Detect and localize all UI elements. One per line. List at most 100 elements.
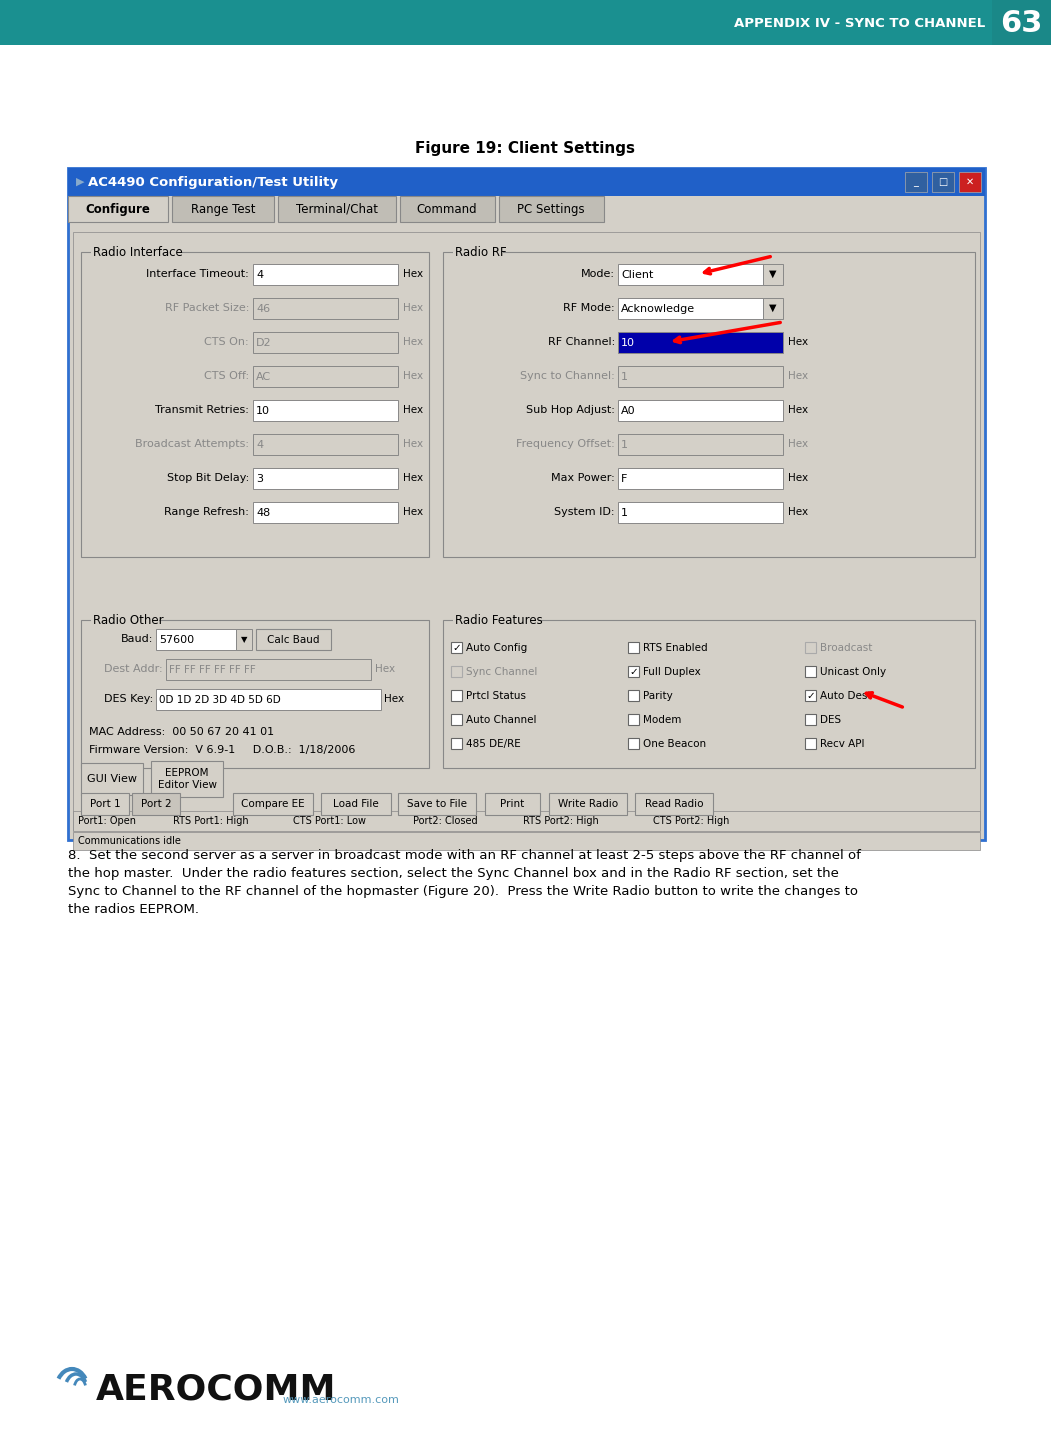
Bar bbox=[253, 434, 398, 456]
Text: 3: 3 bbox=[256, 473, 263, 483]
Text: Hex: Hex bbox=[403, 473, 424, 483]
Bar bbox=[453, 246, 503, 258]
Text: Hex: Hex bbox=[403, 507, 424, 517]
Bar bbox=[73, 232, 980, 830]
Text: Frequency Offset:: Frequency Offset: bbox=[516, 438, 615, 449]
Text: Port 1: Port 1 bbox=[89, 800, 120, 810]
Text: Mode:: Mode: bbox=[581, 269, 615, 279]
Text: www.aerocomm.com: www.aerocomm.com bbox=[283, 1394, 399, 1404]
Text: A0: A0 bbox=[621, 406, 636, 416]
Bar bbox=[68, 168, 985, 840]
Text: EEPROM
Editor View: EEPROM Editor View bbox=[158, 768, 217, 790]
Text: DES: DES bbox=[820, 715, 841, 725]
Bar bbox=[992, 0, 1051, 44]
Bar bbox=[253, 298, 398, 320]
Text: Broadcast: Broadcast bbox=[820, 642, 872, 652]
Bar bbox=[485, 792, 540, 815]
Text: RF Mode:: RF Mode: bbox=[563, 302, 615, 312]
Bar bbox=[628, 691, 639, 701]
Text: ✓: ✓ bbox=[630, 666, 638, 676]
Text: AEROCOMM: AEROCOMM bbox=[96, 1373, 336, 1407]
Bar bbox=[805, 714, 816, 725]
Text: ✕: ✕ bbox=[966, 178, 974, 186]
Bar bbox=[763, 298, 783, 320]
Bar bbox=[321, 792, 391, 815]
Text: DES Key:: DES Key: bbox=[104, 694, 153, 704]
Text: 0D 1D 2D 3D 4D 5D 6D: 0D 1D 2D 3D 4D 5D 6D bbox=[159, 695, 281, 705]
Bar bbox=[68, 196, 168, 222]
Text: Load File: Load File bbox=[333, 800, 378, 810]
Bar bbox=[68, 168, 985, 196]
Text: Dest Addr:: Dest Addr: bbox=[104, 663, 163, 674]
Bar bbox=[253, 332, 398, 353]
Bar bbox=[81, 620, 429, 768]
Text: Hex: Hex bbox=[788, 438, 808, 449]
Bar bbox=[0, 0, 1051, 44]
Bar bbox=[81, 252, 429, 557]
Bar bbox=[451, 666, 462, 676]
Text: MAC Address:  00 50 67 20 41 01: MAC Address: 00 50 67 20 41 01 bbox=[89, 727, 274, 737]
Text: Range Test: Range Test bbox=[190, 202, 255, 215]
Text: Hex: Hex bbox=[788, 473, 808, 483]
Bar bbox=[444, 252, 975, 557]
Text: Hex: Hex bbox=[384, 694, 405, 704]
Text: Hex: Hex bbox=[403, 406, 424, 416]
Bar bbox=[451, 738, 462, 749]
Bar bbox=[398, 792, 476, 815]
Text: Hex: Hex bbox=[403, 337, 424, 347]
Text: D2: D2 bbox=[256, 338, 271, 347]
Text: Read Radio: Read Radio bbox=[644, 800, 703, 810]
Text: Sub Hop Adjust:: Sub Hop Adjust: bbox=[527, 406, 615, 416]
Bar bbox=[763, 264, 783, 285]
Text: Hex: Hex bbox=[788, 337, 808, 347]
Text: Range Refresh:: Range Refresh: bbox=[164, 507, 249, 517]
Text: Full Duplex: Full Duplex bbox=[643, 666, 701, 676]
Bar bbox=[279, 196, 396, 222]
Text: Sync Channel: Sync Channel bbox=[466, 666, 537, 676]
Text: System ID:: System ID: bbox=[555, 507, 615, 517]
Bar bbox=[805, 666, 816, 676]
Text: Calc Baud: Calc Baud bbox=[267, 635, 320, 645]
Text: Sync to Channel:: Sync to Channel: bbox=[520, 371, 615, 381]
Text: Recv API: Recv API bbox=[820, 738, 865, 748]
Bar bbox=[444, 620, 975, 768]
Text: Save to File: Save to File bbox=[407, 800, 467, 810]
Bar bbox=[618, 400, 783, 421]
Text: 57600: 57600 bbox=[159, 635, 194, 645]
Text: Radio Features: Radio Features bbox=[455, 613, 542, 626]
Text: Hex: Hex bbox=[788, 371, 808, 381]
Bar bbox=[156, 629, 236, 651]
Text: CTS On:: CTS On: bbox=[204, 337, 249, 347]
Bar bbox=[499, 196, 604, 222]
Text: Radio Interface: Radio Interface bbox=[92, 245, 183, 258]
Text: Command: Command bbox=[416, 202, 477, 215]
Text: RTS Port2: High: RTS Port2: High bbox=[523, 815, 599, 825]
Text: ▼: ▼ bbox=[241, 635, 247, 643]
Text: Auto Channel: Auto Channel bbox=[466, 715, 536, 725]
Bar bbox=[166, 659, 371, 681]
Text: Port 2: Port 2 bbox=[141, 800, 171, 810]
Text: Modem: Modem bbox=[643, 715, 681, 725]
Text: Firmware Version:  V 6.9-1     D.O.B.:  1/18/2006: Firmware Version: V 6.9-1 D.O.B.: 1/18/2… bbox=[89, 745, 355, 755]
Text: APPENDIX IV - SYNC TO CHANNEL: APPENDIX IV - SYNC TO CHANNEL bbox=[734, 17, 985, 30]
Text: 10: 10 bbox=[256, 406, 270, 416]
Bar bbox=[618, 434, 783, 456]
Text: Client: Client bbox=[621, 269, 654, 279]
Bar bbox=[91, 246, 182, 258]
Bar bbox=[805, 642, 816, 653]
Bar bbox=[451, 642, 462, 653]
Bar bbox=[253, 264, 398, 285]
Bar bbox=[256, 629, 331, 651]
Bar bbox=[156, 689, 382, 709]
Text: ▼: ▼ bbox=[769, 302, 777, 312]
Bar bbox=[236, 629, 252, 651]
Text: 4: 4 bbox=[256, 269, 263, 279]
Text: Broadcast Attempts:: Broadcast Attempts: bbox=[135, 438, 249, 449]
Text: Auto Dest: Auto Dest bbox=[820, 691, 871, 701]
Bar bbox=[253, 469, 398, 489]
Bar bbox=[91, 613, 159, 626]
Text: Acknowledge: Acknowledge bbox=[621, 304, 695, 314]
Text: RF Channel:: RF Channel: bbox=[548, 337, 615, 347]
Bar bbox=[73, 811, 980, 831]
Text: 8.  Set the second server as a server in broadcast mode with an RF channel at le: 8. Set the second server as a server in … bbox=[68, 848, 861, 861]
